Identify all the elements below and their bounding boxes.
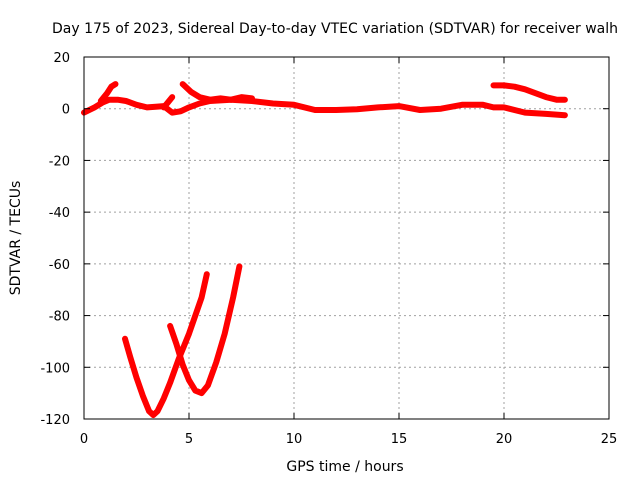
y-tick-label: -80 — [49, 310, 70, 325]
series-layer — [81, 81, 568, 419]
series-line-hump-4h — [160, 94, 176, 111]
grid-lines — [84, 57, 609, 419]
x-tick-label: 25 — [601, 432, 618, 447]
x-tick-label: 10 — [286, 432, 303, 447]
y-tick-label: -40 — [49, 206, 70, 221]
x-tick-label: 5 — [185, 432, 193, 447]
plot-frame — [83, 56, 610, 420]
y-tick-label: -100 — [40, 361, 70, 376]
tick-labels: 0 5 10 15 20 25 -120 -100 -80 -60 -40 -20 0 20 — [40, 51, 617, 447]
y-tick-label: 0 — [62, 103, 70, 118]
series-line-dip-2 — [167, 263, 243, 397]
y-axis-label: SDTVAR / TECUs — [8, 181, 24, 296]
axis-ticks — [83, 56, 610, 420]
y-tick-label: -20 — [49, 154, 70, 169]
series-line-late-branch — [490, 82, 568, 103]
x-tick-label: 0 — [80, 432, 88, 447]
x-axis-label: GPS time / hours — [286, 459, 403, 475]
y-tick-label: 20 — [53, 51, 70, 66]
y-tick-label: -60 — [49, 258, 70, 273]
chart-title: Day 175 of 2023, Sidereal Day-to-day VTE… — [52, 21, 618, 37]
series-line-main-track — [81, 96, 568, 119]
series-line-branch-4.7h — [179, 81, 255, 103]
series-line-dip-1 — [122, 271, 210, 419]
y-tick-label: -120 — [40, 413, 70, 428]
series-line-early-spike — [97, 81, 119, 104]
x-tick-label: 20 — [496, 432, 513, 447]
x-tick-label: 15 — [391, 432, 408, 447]
